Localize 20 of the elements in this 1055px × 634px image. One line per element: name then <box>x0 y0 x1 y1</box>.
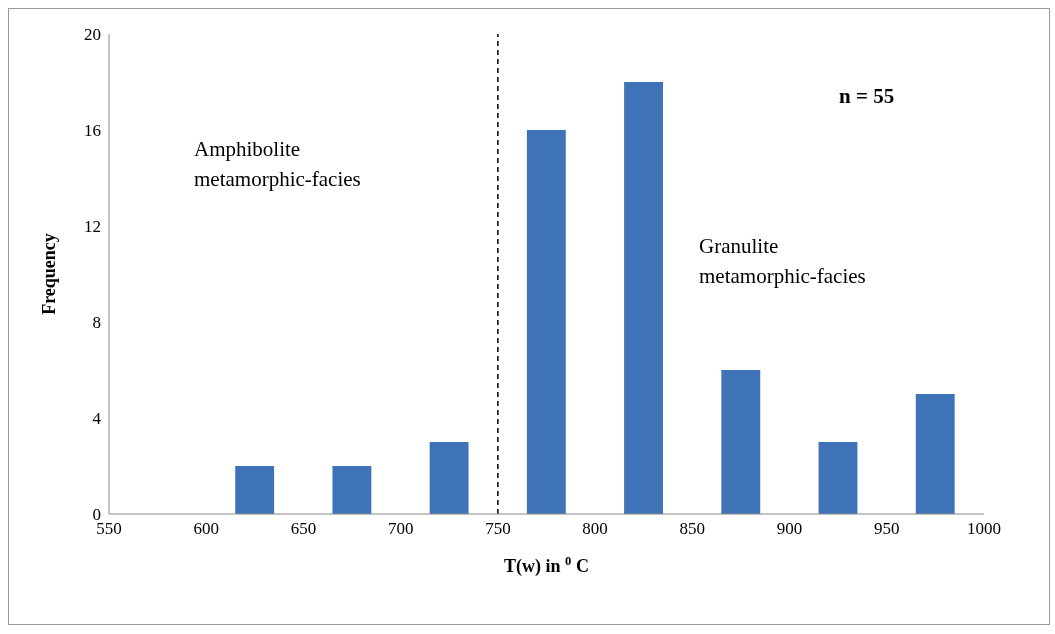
annotation: Granulite metamorphic-facies <box>699 233 866 290</box>
x-tick-label: 800 <box>582 519 608 539</box>
x-tick-label: 1000 <box>967 519 1001 539</box>
y-tick-label: 12 <box>84 217 101 237</box>
y-tick-label: 8 <box>92 313 101 333</box>
y-tick-label: 20 <box>84 25 101 45</box>
y-axis-title: Frequency <box>39 233 60 315</box>
x-axis-title: T(w) in $^{0}$ C <box>504 554 589 577</box>
x-tick-label: 900 <box>776 519 803 539</box>
x-tick-label: 650 <box>290 519 317 539</box>
annotation: Amphibolite metamorphic-facies <box>194 136 361 193</box>
x-tick-label: 950 <box>874 519 900 539</box>
y-tick-label: 16 <box>84 121 101 141</box>
x-tick-label: 750 <box>485 519 511 539</box>
x-tick-label: 850 <box>679 519 706 539</box>
annotation: n = 55 <box>839 83 895 110</box>
x-tick-label: 700 <box>387 519 414 539</box>
x-tick-label: 550 <box>96 519 122 539</box>
x-tick-label: 600 <box>193 519 219 539</box>
y-tick-label: 4 <box>92 409 102 429</box>
